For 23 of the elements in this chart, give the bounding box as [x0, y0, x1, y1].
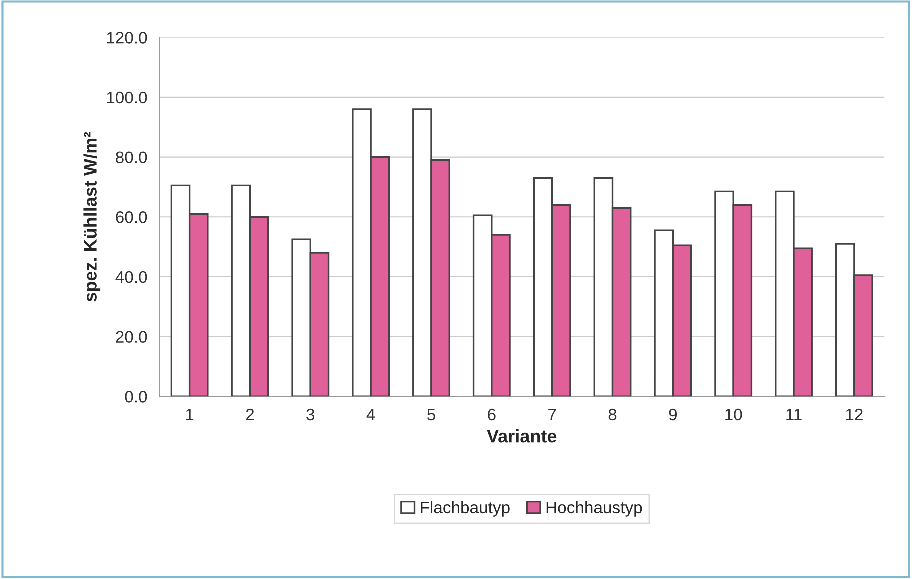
x-tick-label: 4 [366, 409, 376, 420]
y-tick-label: 40.0 [116, 271, 148, 284]
y-axis-title: spez. Kühllast W/m² [84, 132, 101, 302]
x-tick-label: 5 [428, 409, 436, 421]
x-tick-label: 2 [246, 408, 254, 420]
x-tick-label: 11 [786, 409, 802, 420]
x-tick-label: 9 [669, 408, 678, 421]
y-tick-label: 120.0 [107, 32, 148, 44]
y-tick-label: 0.0 [125, 391, 148, 403]
x-tick-label: 12 [846, 408, 863, 420]
legend-label: Flachbautyp [421, 501, 510, 517]
y-tick-label: 100.0 [107, 92, 148, 104]
x-tick-label: 8 [608, 408, 617, 421]
legend-label: Hochhaustyp [546, 501, 642, 517]
x-tick-label: 1 [186, 409, 194, 420]
x-tick-label: 3 [306, 408, 315, 421]
x-tick-label: 7 [548, 409, 556, 420]
y-tick-label: 60.0 [116, 212, 148, 224]
x-tick-label: 10 [726, 408, 742, 421]
x-axis-title: Variante [487, 430, 557, 443]
y-tick-label: 20.0 [116, 331, 148, 343]
y-tick-label: 80.0 [116, 152, 148, 164]
x-tick-label: 6 [488, 408, 496, 421]
